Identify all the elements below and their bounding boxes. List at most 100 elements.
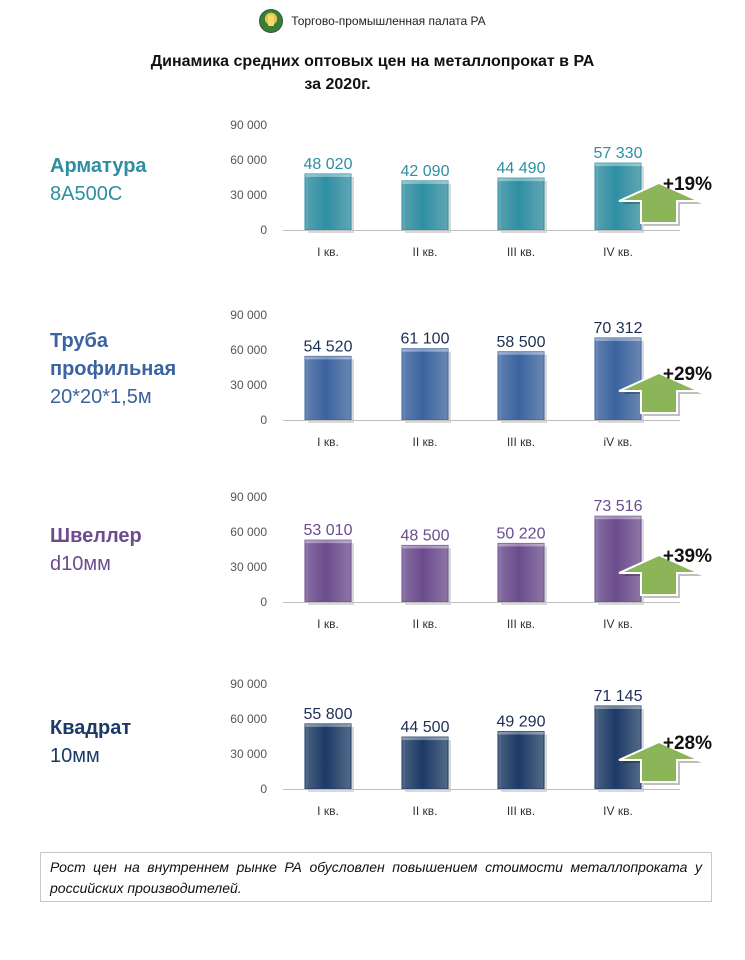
bar-highlight (305, 723, 351, 727)
bar-highlight (595, 516, 641, 520)
growth-annotation: +29% (663, 364, 712, 385)
y-tick-label: 0 (260, 595, 267, 609)
up-arrow-icon (618, 740, 700, 783)
bar (304, 539, 352, 603)
growth-annotation: +19% (663, 174, 712, 195)
bar-highlight (305, 356, 351, 360)
data-label: 58 500 (497, 334, 546, 351)
x-tick-label: I кв. (317, 435, 339, 449)
y-tick-label: 60 000 (230, 343, 267, 357)
title-line2: за 2020г. (304, 76, 371, 93)
bar-highlight (498, 731, 544, 735)
x-tick-label: II кв. (413, 617, 438, 631)
product-label-channel: Швеллер d10мм (50, 522, 142, 578)
bar (401, 180, 449, 231)
y-tick-label: 60 000 (230, 153, 267, 167)
data-label: 53 010 (304, 522, 353, 539)
y-tick-label: 0 (260, 413, 267, 427)
bar-chart: 0 30 000 60 000 90 000 53 010 I кв. 48 500 II к… (230, 490, 712, 631)
bar-chart: 0 30 000 60 000 90 000 54 520 I кв. 61 100 II к… (230, 308, 712, 449)
x-tick-label: iV кв. (604, 435, 633, 449)
data-label: 70 312 (594, 320, 643, 337)
bar (594, 337, 642, 421)
product-label-rebar: Арматура 8А500С (50, 152, 147, 208)
data-label: 61 100 (401, 331, 450, 348)
bar-highlight (595, 337, 641, 341)
bar (401, 736, 449, 790)
org-name: Торгово-промышленная палата РА (291, 14, 486, 28)
x-tick-label: III кв. (507, 245, 535, 259)
y-tick-label: 0 (260, 782, 267, 796)
x-tick-label: IV кв. (603, 617, 633, 631)
data-label: 71 145 (594, 688, 643, 705)
product-label-pipe: Труба профильная 20*20*1,5м (50, 327, 200, 411)
bar (401, 544, 449, 603)
up-arrow-icon (618, 181, 700, 224)
product-spec: 20*20*1,5м (50, 386, 152, 408)
bar (497, 351, 545, 421)
x-tick-label: IV кв. (603, 245, 633, 259)
y-tick-label: 60 000 (230, 525, 267, 539)
bar-highlight (305, 173, 351, 177)
bar (497, 730, 545, 790)
bar (401, 348, 449, 421)
y-tick-label: 0 (260, 223, 267, 237)
x-tick-label: III кв. (507, 804, 535, 818)
y-tick-label: 30 000 (230, 188, 267, 202)
data-label: 48 500 (401, 527, 450, 544)
footnote: Рост цен на внутреннем рынке РА обусловл… (40, 852, 712, 902)
data-label: 44 500 (401, 719, 450, 736)
y-tick-label: 30 000 (230, 378, 267, 392)
bar (497, 177, 545, 231)
bar-highlight (305, 540, 351, 544)
bar (594, 705, 642, 790)
y-tick-label: 90 000 (230, 308, 267, 322)
data-label: 48 020 (304, 156, 353, 173)
bar-highlight (402, 348, 448, 352)
product-name: Швеллер (50, 525, 142, 547)
bar (497, 542, 545, 603)
bar (304, 173, 352, 231)
bar-highlight (402, 180, 448, 184)
product-spec: d10мм (50, 553, 111, 575)
y-tick-label: 60 000 (230, 712, 267, 726)
bar-chart: 0 30 000 60 000 90 000 55 800 I кв. 44 500 II к… (230, 677, 712, 818)
data-label: 49 290 (497, 713, 546, 730)
bar-highlight (595, 705, 641, 709)
up-arrow-icon (618, 371, 700, 414)
product-name: Арматура (50, 155, 147, 177)
product-spec: 8А500С (50, 183, 123, 205)
bar-highlight (402, 545, 448, 549)
data-label: 54 520 (304, 338, 353, 355)
data-label: 55 800 (304, 706, 353, 723)
bar-highlight (402, 737, 448, 741)
x-tick-label: II кв. (413, 804, 438, 818)
x-tick-label: IV кв. (603, 804, 633, 818)
x-tick-label: III кв. (507, 435, 535, 449)
title-line1: Динамика средних оптовых цен на металлоп… (150, 53, 595, 70)
bar (594, 515, 642, 603)
y-tick-label: 30 000 (230, 747, 267, 761)
bar-highlight (498, 178, 544, 182)
bar-highlight (498, 351, 544, 355)
product-name: Труба профильная (50, 330, 177, 380)
growth-annotation: +39% (663, 546, 712, 567)
y-tick-label: 90 000 (230, 677, 267, 691)
chamber-logo-icon (259, 9, 284, 33)
y-tick-label: 90 000 (230, 118, 267, 132)
bar-chart: 0 30 000 60 000 90 000 48 020 I кв. 42 090 II к… (230, 118, 712, 259)
y-tick-label: 30 000 (230, 560, 267, 574)
data-label: 44 490 (497, 160, 546, 177)
product-label-square: Квадрат 10мм (50, 714, 131, 770)
bar (304, 355, 352, 421)
x-tick-label: II кв. (413, 435, 438, 449)
x-tick-label: III кв. (507, 617, 535, 631)
x-tick-label: I кв. (317, 804, 339, 818)
bar-highlight (498, 543, 544, 547)
product-spec: 10мм (50, 745, 100, 767)
y-tick-label: 90 000 (230, 490, 267, 504)
x-tick-label: I кв. (317, 617, 339, 631)
data-label: 50 220 (497, 525, 546, 542)
x-tick-label: I кв. (317, 245, 339, 259)
